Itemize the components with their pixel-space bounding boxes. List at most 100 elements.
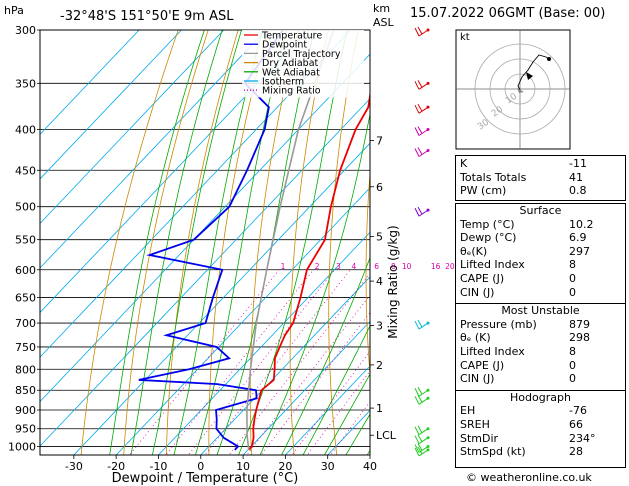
wind-barb-flag [414,104,420,114]
legend-entry: Dry Adiabat [262,58,319,69]
pressure-tick-label: 350 [15,77,36,90]
location-title: -32°48'S 151°50'E 9m ASL [60,9,234,24]
hodo-row-value: 234° [569,431,596,445]
x-tick-label: 40 [363,460,377,473]
mu-row-label: Pressure (mb) [460,317,537,331]
hpa-label: hPa [4,4,24,17]
wind-barb-staff [418,209,429,217]
mixing-ratio-line [291,350,370,455]
wind-barb-dot [426,448,430,452]
mu-row-label: CAPE (J) [460,358,505,372]
wet-adiabat-line [130,30,223,455]
wind-barb-staff [418,129,429,136]
surface-row-value: 0 [569,271,576,285]
dry-adiabat-line [123,30,209,455]
km-tick-label: 5 [376,231,383,244]
wind-barb-staff [418,428,429,436]
pressure-tick-label: 650 [15,291,36,304]
isotherm-line [73,142,370,455]
x-axis-title: Dewpoint / Temperature (°C) [112,471,299,486]
wind-barb-flag [414,426,420,435]
km-tick-label: LCL [376,429,397,442]
wind-barb-dot [426,388,430,392]
mixing-ratio-line [165,269,314,455]
x-tick-label: -20 [107,460,125,473]
hodograph-unit: kt [460,32,470,43]
mu-row-value: 879 [569,317,590,331]
wind-barb-dot [426,321,430,325]
series-temperature [248,90,370,451]
wind-barb-flag [414,447,420,457]
isotherm-line [284,365,370,455]
hodo-row-label: StmDir [460,431,499,445]
dry-adiabat-line [165,30,239,455]
mu-row-value: 8 [569,344,576,358]
hodograph: kt 10 20 30 [455,29,571,150]
most-unstable-title: Most Unstable [456,303,625,318]
wet-adiabat-line [345,413,370,455]
surface-row-label: Lifted Index [460,258,525,272]
wind-barb-flag [417,26,423,35]
mixing-ratio-line [246,294,370,455]
wind-barb-flag [417,446,423,455]
surface-row-label: Dewp (°C) [460,231,517,245]
mixing-ratio-axis-title: Mixing Ratio (g/kg) [386,225,400,338]
legend-entry: Temperature [261,31,322,42]
wind-barb-staff [418,437,429,445]
wet-adiabat-line [324,373,370,455]
dry-adiabat-line [249,30,299,455]
isotherm-line [40,30,140,135]
pressure-tick-label: 300 [15,24,36,37]
wet-adiabat-line [173,30,264,455]
isotherm-line [40,30,182,180]
wind-barb-flag [417,126,423,134]
km-tick-label: 7 [376,135,383,148]
wind-barb-flag [417,103,423,112]
storm-motion-marker [526,72,533,80]
wind-barb-flag [417,206,423,215]
pressure-tick-label: 500 [15,201,36,214]
surface-row-value: 8 [569,258,576,272]
dry-adiabat-line [289,30,329,455]
hodo-row-value: 66 [569,417,583,431]
mixing-ratio-line [228,272,370,455]
hodo-row-label: EH [460,404,476,418]
mixing-ratio-label: 1 [281,262,286,271]
isotherm-line [242,320,370,455]
wind-barb-staff [418,449,429,457]
legend-entry: Parcel Trajectory [262,49,341,60]
mixing-ratio-label: 6 [374,262,379,271]
wind-barb-flag [414,396,420,405]
km-tick-label: 3 [376,320,383,333]
pressure-tick-label: 450 [15,164,36,177]
series-parcel-trajectory [246,30,335,450]
mixing-ratio-line [306,370,370,455]
wind-barb-flag [417,434,423,442]
dry-adiabat-line [208,30,269,455]
wind-barb-dot [426,444,430,448]
wind-barb-flag [414,320,420,330]
mu-row-label: θₑ (K) [460,331,491,345]
km-tick-label: 6 [376,181,383,194]
mixing-ratio-label: 20 [445,262,455,271]
x-tick-label: -30 [65,460,83,473]
wind-barb-flag [414,207,420,217]
wind-barb-dot [426,436,430,440]
x-tick-label: -10 [149,460,167,473]
mixing-ratio-label: 3 [336,262,341,271]
pressure-tick-label: 850 [15,384,36,397]
hodograph-end-point [547,57,551,61]
mixing-ratio-line [129,269,280,455]
x-tick-label: 0 [197,460,204,473]
wind-barb-dot [426,105,430,109]
mu-row-value: 0 [569,358,576,372]
wind-barb-flag [417,319,423,328]
date-base: 15.07.2022 06GMT (Base: 00) [410,6,606,21]
series-dewpoint [138,30,284,451]
pressure-tick-label: 600 [15,264,36,277]
mixing-ratio-line [260,311,370,455]
mixing-ratio-line [204,269,351,455]
wind-barb-dot [426,148,430,152]
legend-entry: Isotherm [262,77,304,88]
